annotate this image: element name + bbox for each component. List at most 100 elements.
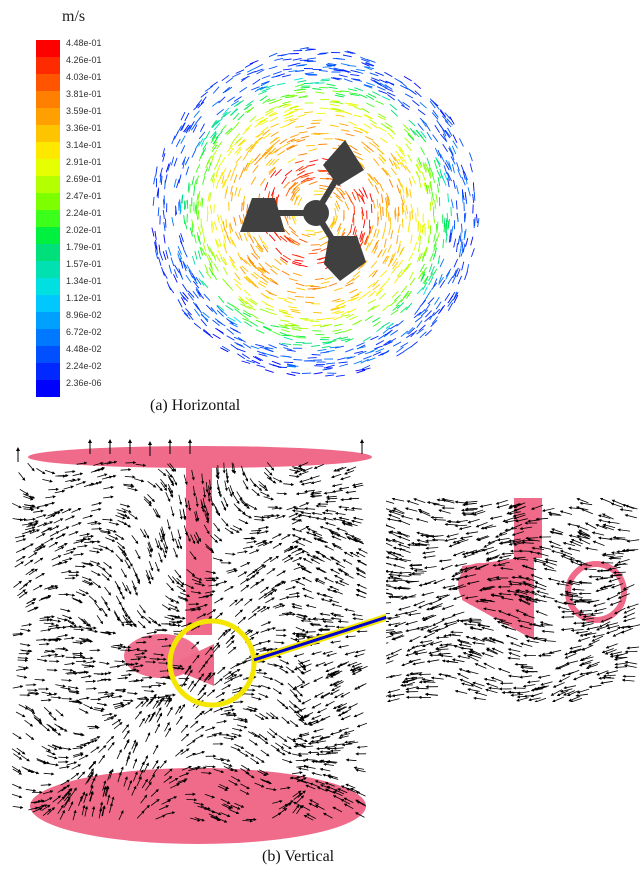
velocity-vector bbox=[281, 330, 290, 332]
velocity-vector bbox=[199, 693, 206, 700]
velocity-vector bbox=[18, 667, 28, 668]
velocity-vector bbox=[350, 94, 359, 95]
velocity-vector bbox=[258, 91, 266, 94]
velocity-vector bbox=[326, 523, 336, 526]
velocity-vector bbox=[417, 287, 423, 294]
velocity-vector bbox=[356, 770, 366, 772]
velocity-vector bbox=[153, 761, 158, 770]
velocity-vector bbox=[217, 468, 218, 478]
velocity-vector bbox=[304, 713, 313, 717]
velocity-vector bbox=[22, 624, 32, 626]
colorbar-swatch bbox=[36, 227, 60, 244]
velocity-vector bbox=[282, 143, 290, 147]
velocity-vector bbox=[214, 222, 217, 231]
velocity-vector bbox=[235, 273, 241, 280]
velocity-vector bbox=[427, 158, 430, 167]
colorbar-swatch bbox=[36, 91, 60, 108]
velocity-vector bbox=[84, 704, 93, 708]
velocity-vector bbox=[345, 609, 355, 611]
velocity-vector bbox=[231, 747, 240, 751]
velocity-vector bbox=[323, 369, 332, 371]
velocity-vector bbox=[283, 484, 293, 485]
velocity-vector bbox=[374, 159, 380, 166]
velocity-vector bbox=[166, 250, 168, 259]
velocity-vector bbox=[136, 702, 143, 709]
velocity-vector bbox=[408, 132, 414, 139]
velocity-vector bbox=[40, 617, 50, 618]
velocity-vector bbox=[357, 584, 366, 588]
velocity-vector bbox=[259, 354, 268, 356]
velocity-vector bbox=[256, 579, 264, 585]
velocity-vector bbox=[169, 265, 171, 274]
velocity-vector bbox=[416, 171, 420, 179]
velocity-vector bbox=[405, 94, 413, 98]
velocity-vector bbox=[337, 528, 347, 531]
velocity-vector bbox=[123, 700, 133, 701]
velocity-vector bbox=[352, 321, 360, 325]
velocity-vector bbox=[210, 205, 211, 214]
velocity-vector bbox=[324, 764, 334, 765]
velocity-vector bbox=[44, 707, 51, 714]
velocity-vector bbox=[192, 256, 195, 265]
colorbar-tick-label: 3.59e-01 bbox=[66, 106, 102, 116]
velocity-vector bbox=[364, 124, 372, 129]
velocity-vector bbox=[58, 757, 68, 758]
velocity-vector bbox=[311, 559, 320, 564]
velocity-vector bbox=[252, 253, 258, 260]
velocity-vector bbox=[194, 179, 196, 188]
velocity-vector bbox=[33, 585, 42, 590]
velocity-vector bbox=[291, 579, 301, 582]
velocity-vector bbox=[143, 756, 147, 765]
velocity-vector bbox=[427, 132, 432, 140]
velocity-vector bbox=[227, 329, 234, 335]
velocity-vector bbox=[83, 516, 93, 519]
velocity-vector bbox=[465, 271, 468, 279]
velocity-vector bbox=[326, 350, 335, 351]
velocity-vector bbox=[255, 64, 263, 68]
velocity-vector bbox=[272, 584, 281, 589]
velocity-vector bbox=[212, 733, 222, 735]
velocity-vector bbox=[346, 491, 356, 492]
velocity-vector bbox=[373, 321, 380, 326]
velocity-vector bbox=[354, 768, 364, 770]
velocity-vector bbox=[411, 342, 418, 348]
velocity-vector bbox=[365, 114, 373, 118]
velocity-vector bbox=[205, 131, 209, 139]
velocity-vector bbox=[152, 228, 154, 237]
velocity-vector bbox=[339, 518, 349, 520]
velocity-vector bbox=[394, 295, 401, 301]
velocity-vector bbox=[296, 581, 305, 585]
velocity-vector bbox=[153, 745, 158, 754]
velocity-vector bbox=[314, 373, 323, 374]
velocity-vector bbox=[462, 262, 464, 271]
velocity-vector bbox=[289, 546, 298, 551]
velocity-vector bbox=[264, 497, 274, 500]
velocity-vector bbox=[102, 574, 109, 581]
velocity-vector bbox=[227, 336, 235, 341]
velocity-vector bbox=[217, 109, 224, 115]
velocity-vector bbox=[87, 522, 97, 524]
velocity-vector bbox=[115, 690, 125, 691]
velocity-vector bbox=[214, 523, 220, 531]
velocity-vector bbox=[174, 179, 176, 188]
velocity-vector bbox=[182, 679, 188, 687]
velocity-vector bbox=[138, 621, 145, 628]
velocity-vector bbox=[412, 100, 419, 106]
velocity-vector bbox=[343, 329, 351, 332]
velocity-vector bbox=[175, 539, 178, 549]
velocity-vector bbox=[239, 296, 246, 302]
velocity-vector bbox=[136, 574, 140, 583]
velocity-vector bbox=[44, 773, 54, 774]
impeller-blade-2 bbox=[240, 198, 285, 232]
velocity-vector bbox=[289, 593, 299, 595]
velocity-vector bbox=[230, 528, 239, 533]
velocity-vector bbox=[312, 325, 321, 326]
velocity-vector bbox=[419, 179, 421, 188]
velocity-vector bbox=[275, 169, 281, 175]
velocity-vector bbox=[231, 670, 240, 675]
velocity-vector bbox=[306, 605, 316, 608]
velocity-vector bbox=[226, 715, 236, 716]
velocity-vector bbox=[400, 85, 408, 89]
velocity-vector bbox=[213, 558, 223, 561]
velocity-vector bbox=[386, 209, 387, 218]
